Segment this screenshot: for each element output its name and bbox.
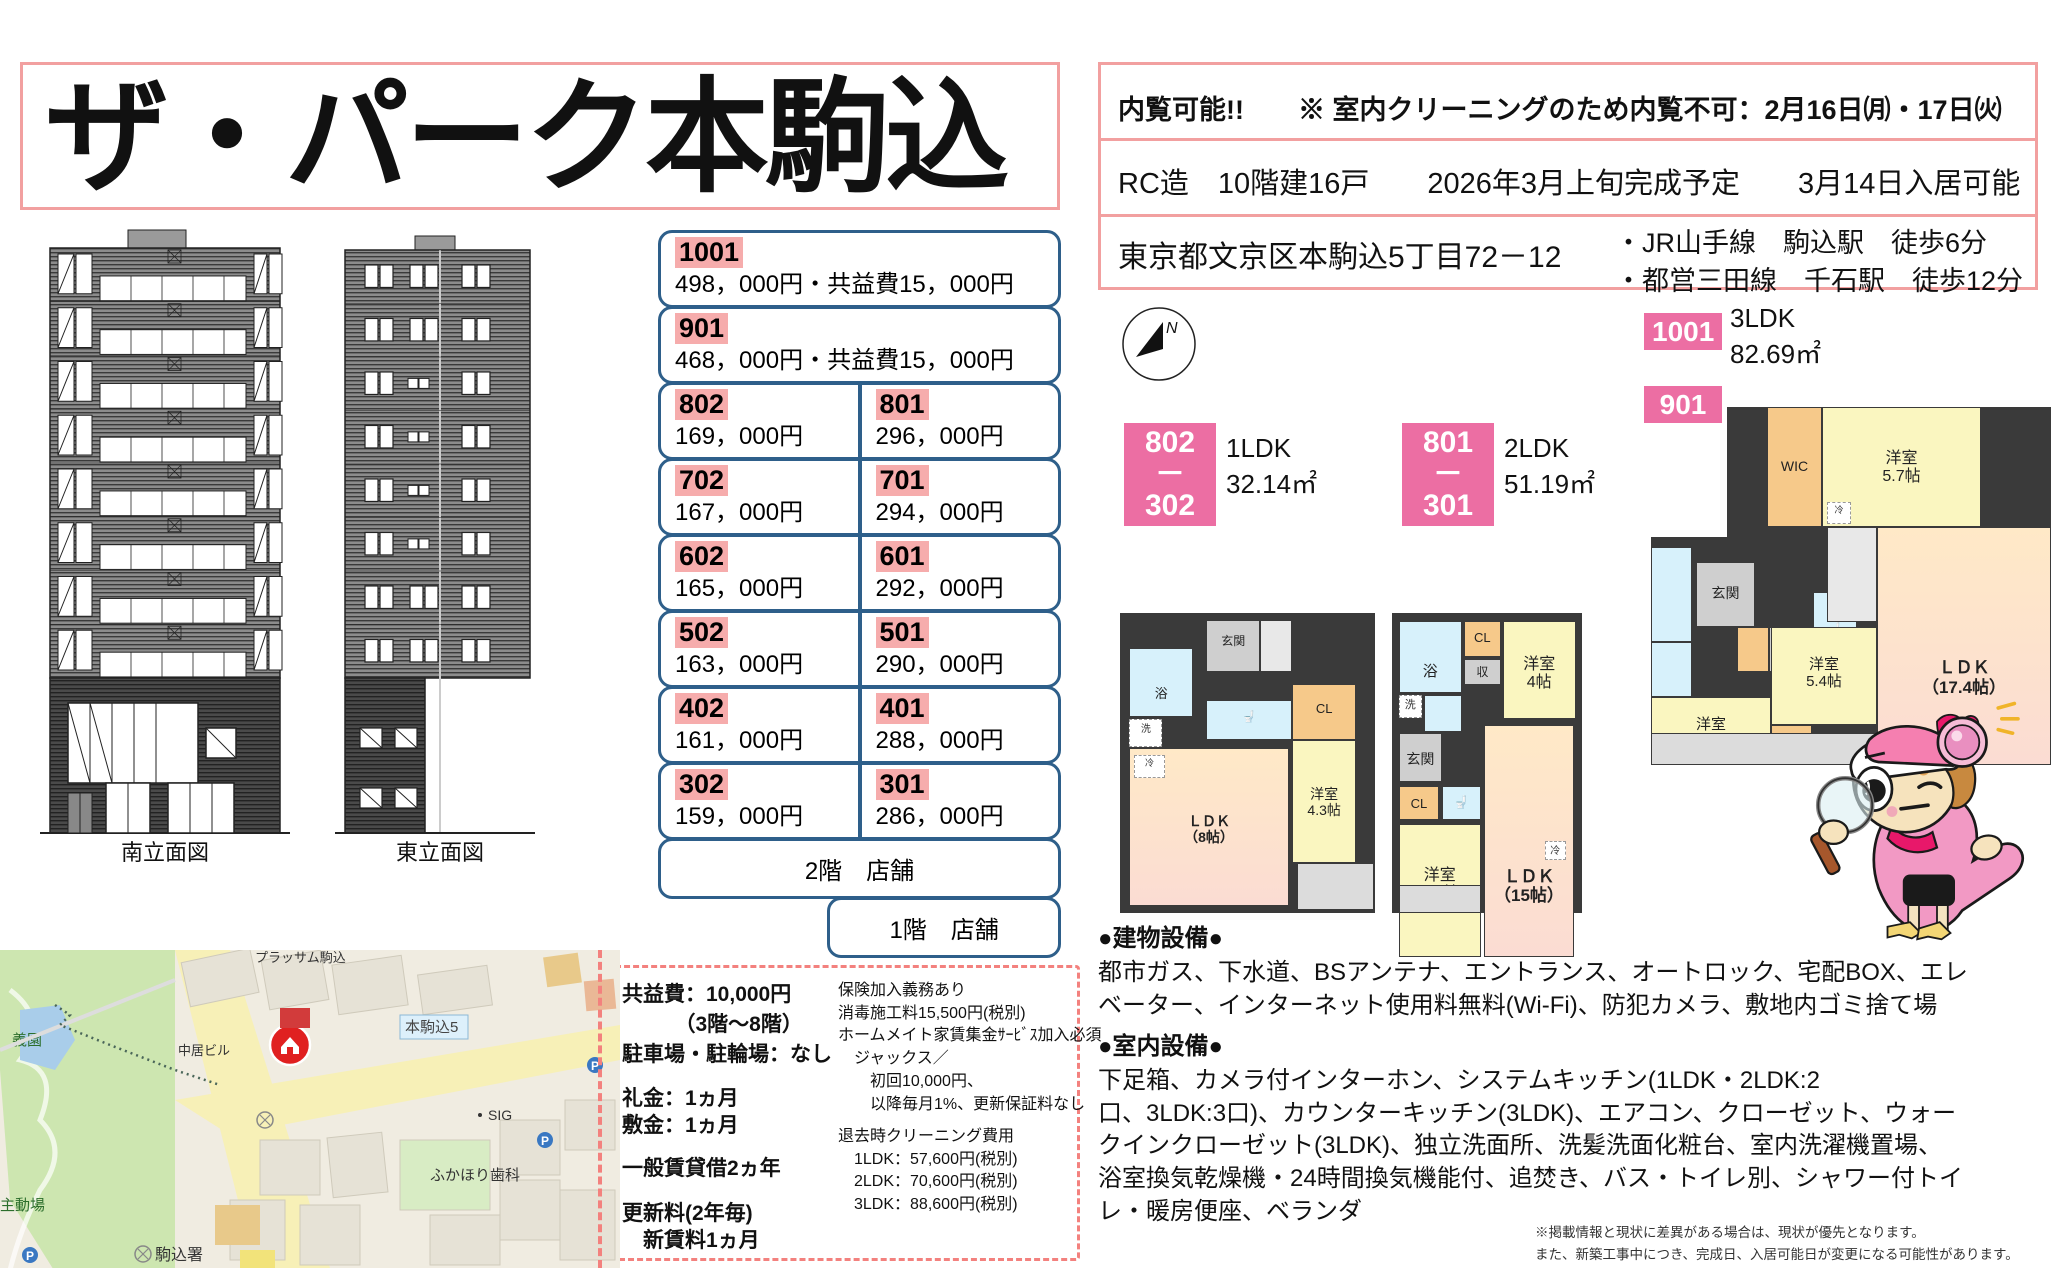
- svg-text:N: N: [1166, 320, 1178, 337]
- svg-text:P: P: [26, 1249, 34, 1263]
- svg-text:プラッサム駒込: プラッサム駒込: [255, 950, 346, 965]
- svg-text:主動場: 主動場: [0, 1197, 45, 1214]
- svg-text:SIG: SIG: [488, 1107, 512, 1123]
- svg-text:P: P: [541, 1134, 549, 1148]
- svg-text:中居ビル: 中居ビル: [178, 1043, 230, 1058]
- svg-text:駒込署: 駒込署: [155, 1246, 203, 1264]
- svg-text:南立面図: 南立面図: [121, 840, 209, 865]
- svg-text:東立面図: 東立面図: [396, 840, 484, 865]
- svg-text:本駒込5: 本駒込5: [405, 1019, 458, 1036]
- svg-text:ふかほり歯科: ふかほり歯科: [430, 1167, 520, 1184]
